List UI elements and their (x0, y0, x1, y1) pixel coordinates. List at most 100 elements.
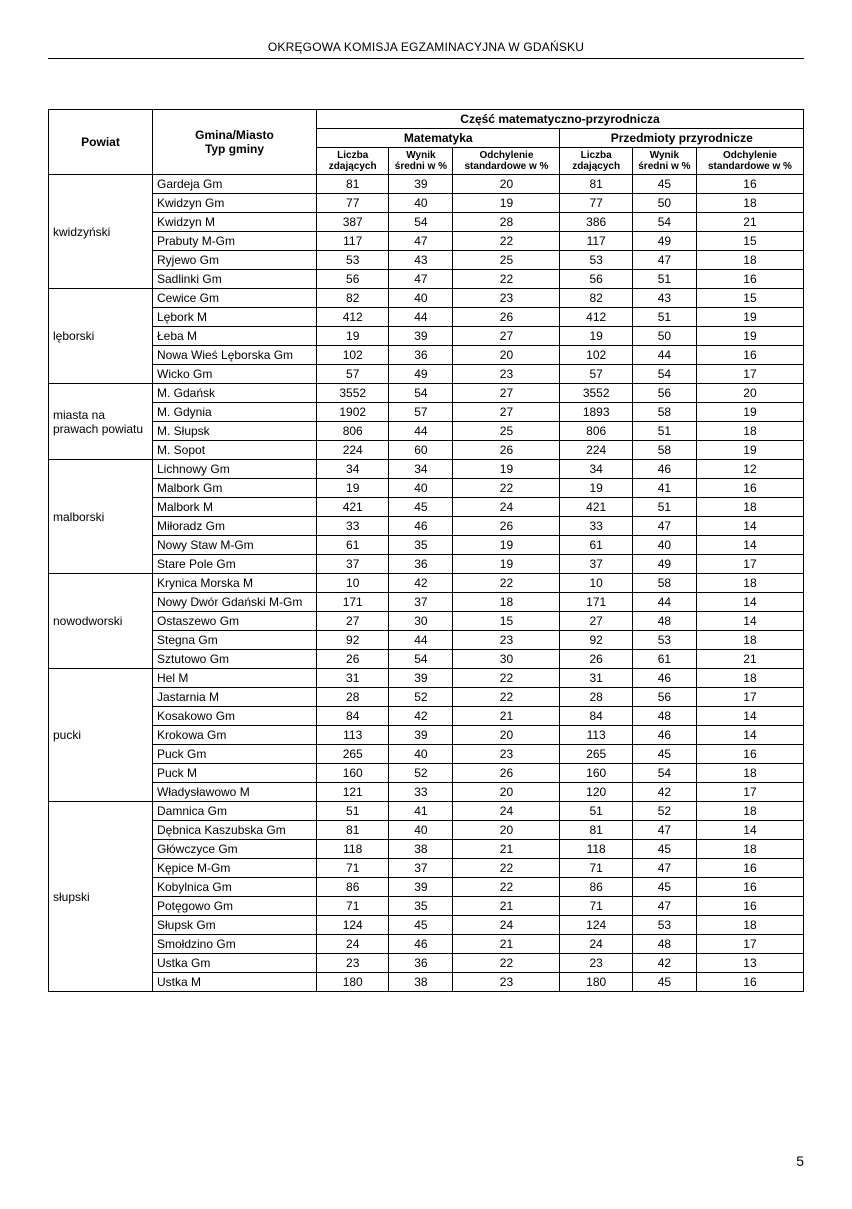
gmina-cell: Lichnowy Gm (153, 460, 317, 479)
value-cell: 16 (696, 973, 803, 992)
powiat-cell: pucki (49, 669, 153, 802)
value-cell: 48 (632, 707, 696, 726)
value-cell: 81 (317, 821, 389, 840)
value-cell: 51 (560, 802, 632, 821)
table-row: Kwidzyn Gm774019775018 (49, 194, 804, 213)
value-cell: 48 (632, 612, 696, 631)
value-cell: 57 (560, 365, 632, 384)
value-cell: 34 (317, 460, 389, 479)
table-row: Nowy Dwór Gdański M-Gm17137181714414 (49, 593, 804, 612)
value-cell: 16 (696, 897, 803, 916)
gmina-cell: Kwidzyn Gm (153, 194, 317, 213)
value-cell: 265 (317, 745, 389, 764)
value-cell: 39 (389, 327, 453, 346)
table-row: Jastarnia M285222285617 (49, 688, 804, 707)
value-cell: 46 (389, 517, 453, 536)
table-row: miasta na prawach powiatuM. Gdańsk355254… (49, 384, 804, 403)
value-cell: 45 (389, 916, 453, 935)
value-cell: 52 (389, 764, 453, 783)
value-cell: 54 (389, 650, 453, 669)
table-row: Potęgowo Gm713521714716 (49, 897, 804, 916)
value-cell: 81 (317, 175, 389, 194)
value-cell: 31 (317, 669, 389, 688)
value-cell: 33 (389, 783, 453, 802)
value-cell: 20 (453, 821, 560, 840)
value-cell: 22 (453, 878, 560, 897)
value-cell: 18 (696, 916, 803, 935)
value-cell: 16 (696, 745, 803, 764)
value-cell: 47 (632, 517, 696, 536)
value-cell: 19 (696, 441, 803, 460)
value-cell: 22 (453, 574, 560, 593)
value-cell: 53 (632, 631, 696, 650)
value-cell: 19 (696, 308, 803, 327)
value-cell: 224 (317, 441, 389, 460)
value-cell: 38 (389, 840, 453, 859)
value-cell: 14 (696, 726, 803, 745)
table-row: Kępice M-Gm713722714716 (49, 859, 804, 878)
value-cell: 81 (560, 175, 632, 194)
value-cell: 421 (560, 498, 632, 517)
value-cell: 81 (560, 821, 632, 840)
table-row: Ryjewo Gm534325534718 (49, 251, 804, 270)
value-cell: 18 (696, 251, 803, 270)
col-powiat: Powiat (49, 110, 153, 175)
table-row: Łeba M193927195019 (49, 327, 804, 346)
value-cell: 16 (696, 270, 803, 289)
value-cell: 35 (389, 536, 453, 555)
value-cell: 71 (317, 897, 389, 916)
value-cell: 20 (453, 783, 560, 802)
powiat-cell: miasta na prawach powiatu (49, 384, 153, 460)
gmina-cell: Kępice M-Gm (153, 859, 317, 878)
col-odch-p: Odchylenie standardowe w % (696, 148, 803, 175)
value-cell: 54 (389, 213, 453, 232)
gmina-cell: Miłoradz Gm (153, 517, 317, 536)
value-cell: 77 (317, 194, 389, 213)
value-cell: 18 (696, 669, 803, 688)
value-cell: 19 (453, 536, 560, 555)
value-cell: 23 (560, 954, 632, 973)
value-cell: 171 (317, 593, 389, 612)
value-cell: 45 (632, 878, 696, 897)
value-cell: 40 (389, 479, 453, 498)
gmina-cell: Krokowa Gm (153, 726, 317, 745)
gmina-cell: Potęgowo Gm (153, 897, 317, 916)
value-cell: 51 (632, 422, 696, 441)
value-cell: 15 (453, 612, 560, 631)
value-cell: 412 (560, 308, 632, 327)
value-cell: 26 (453, 308, 560, 327)
table-row: Słupsk Gm12445241245318 (49, 916, 804, 935)
value-cell: 102 (560, 346, 632, 365)
value-cell: 124 (560, 916, 632, 935)
value-cell: 92 (560, 631, 632, 650)
table-row: Puck Gm26540232654516 (49, 745, 804, 764)
value-cell: 10 (560, 574, 632, 593)
value-cell: 44 (389, 631, 453, 650)
value-cell: 16 (696, 346, 803, 365)
value-cell: 54 (632, 213, 696, 232)
value-cell: 45 (632, 840, 696, 859)
value-cell: 52 (389, 688, 453, 707)
value-cell: 47 (389, 270, 453, 289)
value-cell: 806 (317, 422, 389, 441)
table-row: Sadlinki Gm564722565116 (49, 270, 804, 289)
value-cell: 47 (632, 897, 696, 916)
gmina-cell: M. Gdańsk (153, 384, 317, 403)
gmina-cell: Słupsk Gm (153, 916, 317, 935)
value-cell: 22 (453, 270, 560, 289)
value-cell: 77 (560, 194, 632, 213)
gmina-cell: Nowy Dwór Gdański M-Gm (153, 593, 317, 612)
value-cell: 15 (696, 232, 803, 251)
value-cell: 86 (560, 878, 632, 897)
powiat-cell: malborski (49, 460, 153, 574)
value-cell: 18 (453, 593, 560, 612)
col-liczba-p: Liczba zdających (560, 148, 632, 175)
table-row: słupskiDamnica Gm514124515218 (49, 802, 804, 821)
table-row: Puck M16052261605418 (49, 764, 804, 783)
table-row: Ostaszewo Gm273015274814 (49, 612, 804, 631)
value-cell: 18 (696, 631, 803, 650)
value-cell: 92 (317, 631, 389, 650)
value-cell: 22 (453, 479, 560, 498)
value-cell: 22 (453, 954, 560, 973)
value-cell: 61 (560, 536, 632, 555)
